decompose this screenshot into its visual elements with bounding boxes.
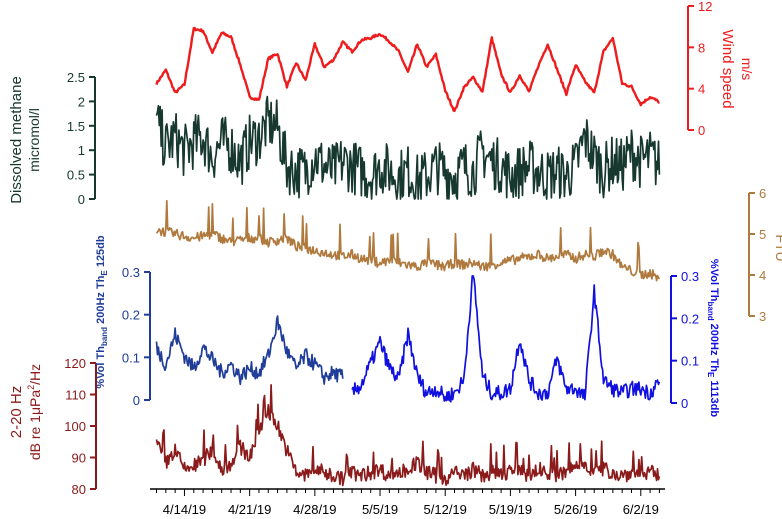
turbidity-tick-label: 6 xyxy=(759,186,766,201)
wind-tick-label: 0 xyxy=(698,123,705,138)
x-tick-label: 4/21/19 xyxy=(228,502,271,517)
x-tick-label: 4/28/19 xyxy=(293,502,336,517)
vol_125db-tick-label: 0.3 xyxy=(122,265,140,280)
x-tick-label: 4/14/19 xyxy=(163,502,206,517)
vol_125db-panel: 0 0.1 0.2 0.3 xyxy=(122,265,344,408)
methane-tick-label: 1 xyxy=(78,143,85,158)
noise-tick-label: 100 xyxy=(64,419,86,434)
noise-tick-label: 120 xyxy=(64,356,86,371)
noise-tick-label: 80 xyxy=(72,482,86,497)
wind-series-line xyxy=(155,26,660,113)
left-vol-axis-title: %Vol Thband 200Hz ThE 125db xyxy=(95,235,109,389)
right-vol-axis-title: %Vol Thband 200Hz ThE 1113db xyxy=(706,259,720,417)
wind-tick-label: 12 xyxy=(698,0,712,14)
methane-series-line xyxy=(155,95,661,200)
methane-tick-label: 0.5 xyxy=(67,168,85,183)
wind-axis-unit: m/s xyxy=(739,58,755,81)
methane-tick-label: 2 xyxy=(78,94,85,109)
left-vol-title-end: 125db xyxy=(95,235,107,270)
noise-axis-unit: dB re 1μPa2/Hz xyxy=(26,364,43,460)
left-vol-title-sub: band xyxy=(100,327,109,346)
ftu-axis-title: FTU xyxy=(773,234,782,261)
noise-axis-band: 2-20 Hz xyxy=(8,386,25,439)
methane-tick-label: 0 xyxy=(78,192,85,207)
left-vol-title-main: %Vol Th xyxy=(95,346,107,389)
methane-tick-label: 2.5 xyxy=(67,70,85,85)
left-vol-title-mid: 200Hz Th xyxy=(95,275,107,327)
x-tick-label: 5/26/19 xyxy=(554,502,597,517)
wind-axis-title: Wind speed xyxy=(719,29,736,108)
right-vol-title-sub2: E xyxy=(706,372,715,378)
right-vol-title-end: 1113db xyxy=(708,377,720,417)
vol_125db-tick-label: 0.1 xyxy=(122,350,140,365)
noise-unit-sup: 2 xyxy=(26,385,36,390)
x-tick-label: 5/19/19 xyxy=(489,502,532,517)
wind-tick-label: 8 xyxy=(698,40,705,55)
noise-panel: 80 90 100 110 120 xyxy=(64,356,661,497)
noise-series-line xyxy=(155,384,661,487)
noise-tick-label: 90 xyxy=(72,451,86,466)
vol_1113db-tick-label: 0.3 xyxy=(681,269,699,284)
noise-tick-label: 110 xyxy=(65,388,86,403)
vol_125db-series-line xyxy=(155,315,344,386)
right-vol-title-sub: band xyxy=(706,302,715,321)
left-vol-title-sub2: E xyxy=(100,270,109,276)
x-tick-label: 5/12/19 xyxy=(424,502,467,517)
turbidity-series-line xyxy=(155,199,661,282)
x-tick-label: 5/5/19 xyxy=(362,502,398,517)
right-vol-title-mid: 200Hz Th xyxy=(708,321,720,373)
x-tick-label: 6/2/19 xyxy=(623,502,659,517)
turbidity-tick-label: 3 xyxy=(759,309,766,324)
wind-panel: 0 4 8 12 xyxy=(155,0,712,138)
vol_1113db-tick-label: 0 xyxy=(681,396,688,411)
turbidity-tick-label: 5 xyxy=(759,227,766,242)
turbidity-tick-label: 4 xyxy=(759,268,766,283)
vol_1113db-panel: 0 0.1 0.2 0.3 xyxy=(351,269,699,411)
noise-unit-b: /Hz xyxy=(27,364,43,385)
x-axis: 4/14/19 4/21/19 4/28/19 5/5/19 5/12/19 5/19/1… xyxy=(150,488,665,517)
wind-tick-label: 4 xyxy=(698,82,705,97)
chart-panels: 0481200.511.522.5345600.10.20.300.10.20.… xyxy=(64,0,766,497)
methane-tick-label: 1.5 xyxy=(67,119,85,134)
vol_1113db-tick-label: 0.1 xyxy=(681,354,699,369)
methane-panel: 0 0.5 1 1.5 2 2.5 xyxy=(67,70,661,207)
right-vol-title-main: %Vol Th xyxy=(708,259,720,302)
noise-unit-a: dB re 1μPa xyxy=(27,390,43,461)
vol_125db-tick-label: 0.2 xyxy=(122,308,140,323)
methane-axis-title: Dissolved methane xyxy=(8,76,25,204)
vol_125db-tick-label: 0 xyxy=(133,393,140,408)
turbidity-panel: 3 4 5 6 xyxy=(155,186,766,324)
vol_1113db-tick-label: 0.2 xyxy=(681,311,699,326)
methane-axis-unit: micromol/l xyxy=(26,108,42,172)
vol_1113db-series-line xyxy=(351,275,661,403)
